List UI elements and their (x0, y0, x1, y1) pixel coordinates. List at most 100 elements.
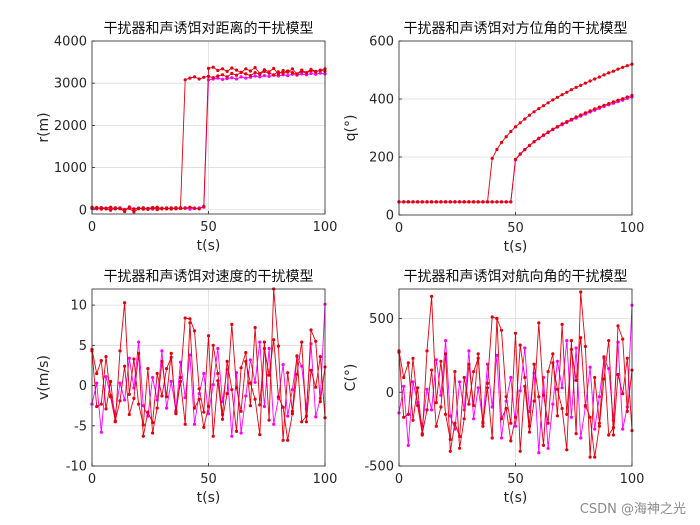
data-point (188, 321, 192, 325)
data-point (272, 66, 276, 70)
y-tick-label: 0 (79, 379, 87, 394)
y-tick-label: 3000 (54, 77, 87, 92)
data-point (462, 417, 466, 421)
data-point (546, 446, 550, 450)
data-point (192, 406, 197, 410)
data-point (160, 349, 164, 353)
data-point (444, 352, 448, 356)
data-point (416, 386, 420, 390)
data-point (481, 424, 485, 428)
data-point (611, 69, 616, 73)
data-point (430, 408, 434, 412)
data-point (295, 354, 299, 358)
data-point (583, 81, 588, 85)
data-point (448, 414, 452, 418)
data-point (621, 427, 625, 431)
data-point (202, 204, 206, 208)
data-point (616, 67, 620, 71)
data-point (220, 67, 225, 71)
data-point (188, 353, 192, 357)
y-tick-label: 10 (70, 299, 87, 314)
data-point (132, 207, 136, 211)
data-point (458, 434, 462, 439)
data-point (476, 200, 480, 204)
data-point (169, 207, 173, 211)
data-point (132, 357, 136, 361)
data-point (281, 438, 285, 442)
data-point (425, 200, 429, 204)
x-axis-label: t(s) (504, 239, 528, 255)
data-point (602, 377, 606, 381)
data-point (202, 371, 206, 376)
data-point (206, 334, 211, 338)
data-point (95, 371, 99, 376)
chart-panel-2: 0 50 100 0 200 400 600 干扰器和声诱饵对方位角的干扰模型 t(s) q(°) (343, 21, 644, 255)
data-point (499, 436, 504, 440)
data-point (239, 431, 243, 435)
data-point (109, 395, 113, 399)
x-axis-label: t(s) (197, 238, 221, 254)
data-point (234, 77, 239, 81)
data-point (160, 359, 164, 363)
data-point (430, 368, 434, 372)
data-point (192, 329, 197, 333)
x-tick-label: 50 (507, 221, 524, 236)
data-point (537, 451, 541, 455)
data-point (300, 420, 304, 424)
data-point (411, 200, 415, 204)
data-point (165, 367, 169, 371)
data-point (137, 207, 141, 211)
data-point (602, 355, 606, 359)
chart-title: 干扰器和声诱饵对速度的干扰模型 (104, 269, 314, 285)
data-point (481, 421, 485, 425)
data-point (206, 412, 211, 416)
data-point (593, 375, 597, 380)
data-point (244, 351, 248, 355)
data-point (472, 417, 476, 421)
y-tick-label: 200 (369, 151, 394, 166)
data-point (485, 362, 490, 366)
data-point (248, 358, 252, 362)
data-point (267, 70, 271, 74)
data-point (258, 75, 262, 79)
data-point (272, 338, 276, 342)
data-point (123, 364, 127, 368)
data-point (211, 65, 215, 69)
data-point (137, 340, 141, 344)
data-point (616, 324, 620, 328)
data-point (239, 409, 243, 413)
data-point (230, 322, 234, 326)
data-point (318, 400, 322, 404)
data-point (518, 121, 522, 125)
data-point (234, 73, 239, 77)
data-point (309, 368, 313, 372)
data-point (137, 351, 141, 355)
data-point (262, 346, 266, 351)
data-point (527, 113, 532, 117)
data-point (597, 424, 602, 428)
data-point (434, 200, 438, 204)
data-point (448, 449, 452, 453)
data-point (495, 353, 499, 357)
x-axis-label: t(s) (504, 490, 528, 506)
data-point (616, 373, 620, 377)
data-point (267, 373, 271, 377)
data-point (444, 200, 448, 204)
data-point (258, 71, 262, 76)
data-point (220, 417, 225, 421)
data-point (565, 90, 569, 94)
data-point (118, 399, 122, 403)
data-point (211, 383, 215, 387)
data-point (448, 200, 452, 204)
data-point (509, 129, 513, 134)
data-point (286, 371, 290, 375)
data-point (192, 75, 197, 79)
data-point (499, 417, 504, 421)
data-point (467, 402, 471, 406)
data-point (579, 436, 583, 440)
data-point (267, 418, 271, 422)
y-tick-label: 1000 (54, 161, 87, 176)
data-point (160, 394, 164, 398)
data-point (541, 393, 546, 397)
data-point (197, 397, 201, 401)
